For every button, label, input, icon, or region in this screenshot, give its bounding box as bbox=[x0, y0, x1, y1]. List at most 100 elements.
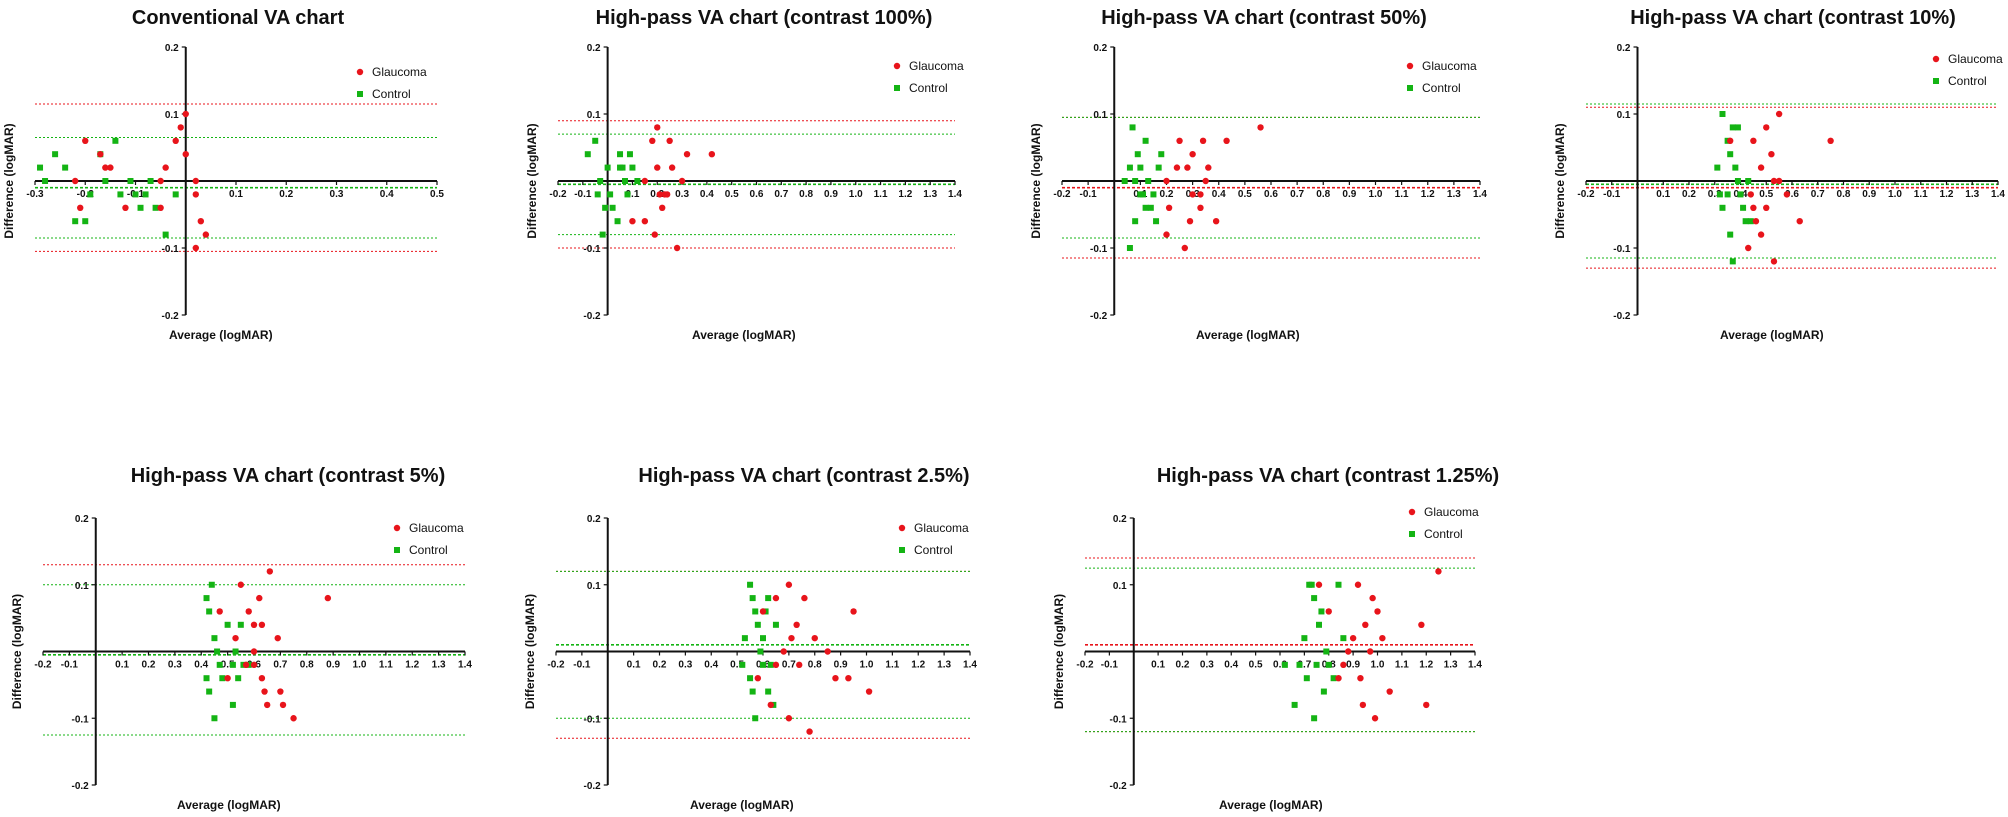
legend-glaucoma-marker bbox=[393, 524, 401, 532]
glaucoma-point bbox=[811, 634, 818, 642]
control-point bbox=[127, 178, 134, 184]
glaucoma-point bbox=[1199, 137, 1207, 144]
x-tick-label: 0.9 bbox=[1346, 660, 1360, 671]
x-tick-label: 0.3 bbox=[330, 189, 344, 200]
glaucoma-point bbox=[256, 594, 263, 602]
glaucoma-point bbox=[279, 701, 287, 709]
legend-glaucoma-label: Glaucoma bbox=[1424, 505, 1479, 519]
control-point bbox=[617, 164, 624, 171]
x-tick-label: 0.1 bbox=[627, 660, 641, 671]
control-point bbox=[617, 151, 624, 158]
glaucoma-point bbox=[649, 137, 656, 144]
y-axis-label: Difference (logMAR) bbox=[523, 594, 537, 709]
x-tick-label: -0.3 bbox=[26, 189, 44, 200]
x-tick-label: 1.0 bbox=[860, 660, 874, 671]
chart-title: High-pass VA chart (contrast 5%) bbox=[131, 465, 446, 487]
glaucoma-point bbox=[651, 231, 658, 238]
x-tick-label: -0.2 bbox=[1577, 189, 1595, 200]
glaucoma-point bbox=[224, 675, 231, 682]
x-tick-label: 0.8 bbox=[300, 660, 314, 671]
glaucoma-point bbox=[1163, 177, 1170, 185]
glaucoma-point bbox=[1173, 164, 1181, 171]
control-point bbox=[594, 191, 601, 198]
x-tick-label: 0.4 bbox=[194, 660, 208, 671]
x-tick-label: 0.6 bbox=[1785, 189, 1799, 200]
glaucoma-point bbox=[1369, 594, 1376, 602]
chart-panel-5: High-pass VA chart (contrast 5%) -0.2 -0.1… bbox=[10, 465, 472, 812]
glaucoma-point bbox=[666, 137, 673, 144]
glaucoma-point bbox=[266, 568, 274, 575]
x-tick-label: 1.4 bbox=[1991, 189, 2005, 200]
control-point bbox=[224, 621, 231, 628]
x-tick-label: 0.7 bbox=[273, 660, 287, 671]
glaucoma-point bbox=[1165, 204, 1173, 211]
glaucoma-point bbox=[177, 124, 184, 131]
y-tick-label: -0.1 bbox=[162, 244, 180, 255]
x-tick-label: 0.9 bbox=[1342, 189, 1356, 200]
glaucoma-point bbox=[654, 164, 661, 171]
control-point bbox=[1134, 151, 1141, 158]
x-tick-label: 0.1 bbox=[115, 660, 129, 671]
glaucoma-point bbox=[785, 581, 793, 588]
glaucoma-point bbox=[1349, 634, 1357, 642]
x-tick-label: 1.0 bbox=[1369, 189, 1383, 200]
glaucoma-point bbox=[1770, 258, 1778, 265]
x-tick-label: 0.8 bbox=[808, 660, 822, 671]
legend-control-label: Control bbox=[1424, 527, 1463, 541]
control-point bbox=[1301, 635, 1308, 642]
x-tick-label: -0.2 bbox=[1076, 660, 1094, 671]
legend-glaucoma-label: Glaucoma bbox=[1422, 59, 1477, 73]
control-point bbox=[87, 191, 94, 198]
control-point bbox=[1313, 661, 1320, 668]
glaucoma-point bbox=[82, 137, 89, 144]
glaucoma-point bbox=[780, 648, 787, 655]
control-point bbox=[172, 191, 179, 198]
y-tick-label: -0.2 bbox=[1613, 311, 1631, 322]
glaucoma-point bbox=[1435, 568, 1442, 575]
glaucoma-point bbox=[197, 218, 205, 225]
control-point bbox=[1325, 661, 1332, 668]
control-point bbox=[203, 595, 210, 602]
glaucoma-point bbox=[102, 164, 109, 171]
glaucoma-point bbox=[1257, 124, 1264, 131]
legend-glaucoma-marker bbox=[898, 524, 906, 532]
chart-title: Conventional VA chart bbox=[132, 7, 345, 29]
glaucoma-point bbox=[1374, 608, 1381, 615]
control-point bbox=[1126, 245, 1133, 251]
glaucoma-point bbox=[250, 648, 258, 655]
x-tick-label: 0.3 bbox=[168, 660, 182, 671]
control-point bbox=[1132, 218, 1139, 225]
control-point bbox=[1742, 218, 1749, 225]
y-tick-label: 0.1 bbox=[1113, 581, 1127, 592]
control-point bbox=[765, 595, 772, 602]
chart-panel-1: Conventional VA chart -0.3 -0.2 -0.1 0.1 0.2 0… bbox=[2, 7, 444, 342]
y-tick-label: 0.2 bbox=[1093, 43, 1107, 54]
glaucoma-point bbox=[245, 608, 252, 615]
glaucoma-point bbox=[824, 648, 831, 655]
legend-control-label: Control bbox=[909, 81, 948, 95]
x-tick-label: 0.1 bbox=[1151, 660, 1165, 671]
control-point bbox=[772, 621, 779, 628]
legend-control-marker bbox=[1407, 85, 1413, 91]
x-tick-label: 1.1 bbox=[379, 660, 393, 671]
x-tick-label: 0.4 bbox=[700, 189, 714, 200]
glaucoma-point bbox=[290, 715, 297, 722]
x-tick-label: 0.3 bbox=[1200, 660, 1214, 671]
chart-title: High-pass VA chart (contrast 100%) bbox=[596, 7, 933, 29]
legend-control-label: Control bbox=[409, 543, 448, 557]
x-axis-label: Average (logMAR) bbox=[1720, 328, 1824, 342]
control-point bbox=[229, 701, 236, 708]
x-tick-label: 0.5 bbox=[221, 660, 235, 671]
x-tick-label: 0.1 bbox=[625, 189, 639, 200]
control-point bbox=[754, 621, 761, 628]
glaucoma-point bbox=[673, 244, 681, 252]
legend-control-marker bbox=[394, 547, 400, 553]
control-point bbox=[132, 191, 139, 198]
control-point bbox=[208, 581, 215, 588]
glaucoma-point bbox=[77, 204, 84, 211]
x-tick-label: 0.6 bbox=[1273, 660, 1287, 671]
y-tick-label: 0.2 bbox=[165, 43, 179, 54]
control-point bbox=[1311, 595, 1318, 602]
control-point bbox=[206, 608, 213, 615]
control-point bbox=[1145, 178, 1152, 184]
